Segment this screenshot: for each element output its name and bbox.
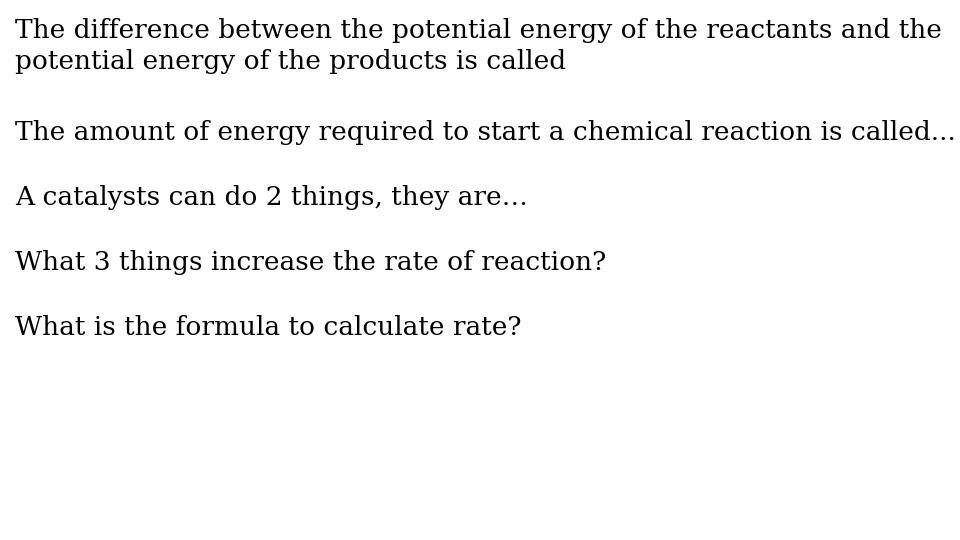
Text: The difference between the potential energy of the reactants and the
potential e: The difference between the potential ene… — [15, 18, 942, 74]
Text: A catalysts can do 2 things, they are…: A catalysts can do 2 things, they are… — [15, 185, 528, 210]
Text: The amount of energy required to start a chemical reaction is called...: The amount of energy required to start a… — [15, 120, 956, 145]
Text: What is the formula to calculate rate?: What is the formula to calculate rate? — [15, 315, 521, 340]
Text: What 3 things increase the rate of reaction?: What 3 things increase the rate of react… — [15, 250, 607, 275]
